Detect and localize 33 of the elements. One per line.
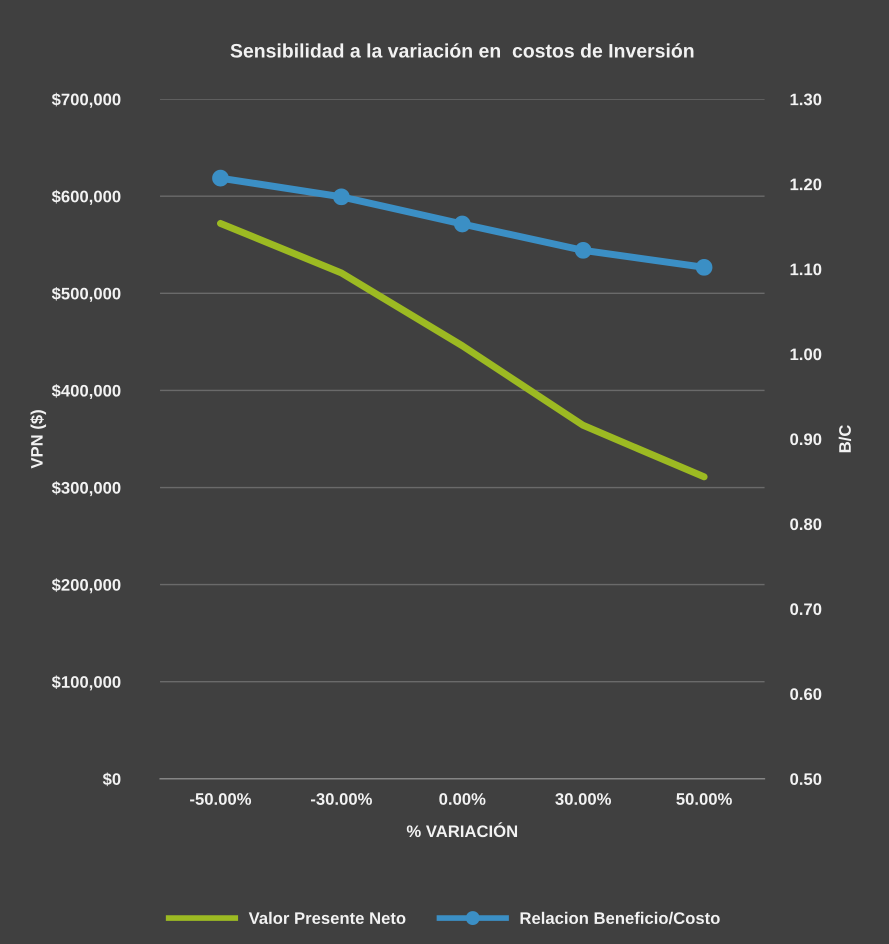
point: [574, 242, 592, 259]
chart-title: Sensibilidad a la variación en costos de Inversión: [230, 43, 694, 58]
legend-label: Valor Presente Neto: [248, 912, 406, 924]
y2-tick-label: 1.20: [790, 178, 822, 190]
y-tick-label: $600,000: [52, 190, 120, 205]
y2-tick-label: 0.50: [790, 773, 822, 786]
y-axis-title: VPN ($): [30, 410, 46, 468]
x-tick-label: 0.00%: [439, 793, 486, 805]
point: [696, 259, 712, 276]
y2-tick-label: 1.30: [790, 94, 822, 106]
y-tick-label: $300,000: [52, 481, 120, 496]
y2-tick-label: 1.00: [790, 348, 822, 360]
y-tick-label: $0: [102, 772, 120, 786]
y2-tick-label: 1.10: [790, 263, 822, 276]
y-tick-label: $700,000: [52, 92, 120, 108]
y2-tick-label: 0.60: [790, 688, 822, 700]
y2-axis-title: B/C: [838, 425, 852, 452]
y-tick-label: $400,000: [52, 384, 120, 400]
x-axis-title: % VARIACIÓN: [406, 822, 518, 838]
y-tick-label: $100,000: [52, 675, 120, 690]
legend-label: Relacion Beneficio/Costo: [520, 912, 720, 924]
y2-tick-label: 0.80: [790, 518, 822, 530]
y2-tick-label: 0.90: [790, 433, 822, 446]
point: [212, 170, 229, 186]
y-tick-label: $500,000: [52, 286, 120, 302]
point: [333, 188, 350, 206]
x-tick-label: -50.00%: [190, 793, 252, 805]
y2-tick-label: 0.70: [790, 603, 822, 616]
point: [454, 216, 471, 232]
x-tick-label: -30.00%: [310, 793, 372, 805]
x-tick-label: 30.00%: [555, 793, 612, 805]
y-tick-label: $200,000: [52, 578, 120, 594]
x-tick-label: 50.00%: [676, 793, 732, 805]
